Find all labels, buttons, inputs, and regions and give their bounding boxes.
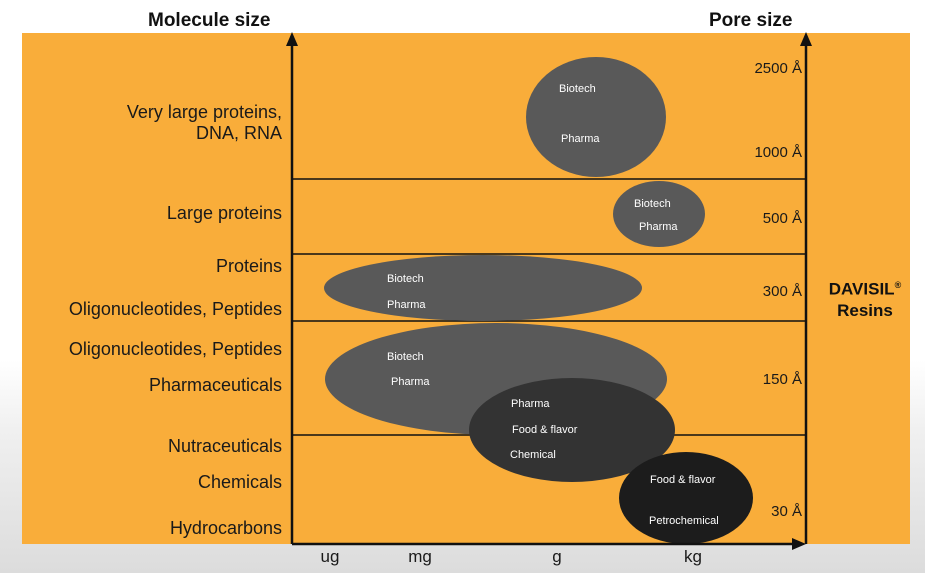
brand-registered-mark: ® <box>894 280 902 290</box>
ellipse-label: Biotech <box>387 273 424 285</box>
ellipse-label: Food & flavor <box>650 474 716 486</box>
x-tick-mg: mg <box>408 547 432 566</box>
label-proteins: Proteins <box>215 256 282 276</box>
ellipse-label: Pharma <box>561 133 600 145</box>
label-pharmaceuticals: Pharmaceuticals <box>148 375 282 395</box>
ellipse-very-large-proteins <box>526 57 666 177</box>
label-very-large-proteins: Very large proteins, DNA, RNA <box>126 102 282 143</box>
x-axis-arrow-icon <box>792 538 806 550</box>
right-axis-arrow-icon <box>800 32 812 46</box>
label-oligonucleotides-peptides-lower: Oligonucleotides, Peptides <box>68 339 282 359</box>
ellipse-proteins <box>324 255 642 321</box>
molecule-size-header: Molecule size <box>148 10 271 31</box>
label-oligonucleotides-peptides-upper: Oligonucleotides, Peptides <box>68 299 282 319</box>
x-tick-ug: ug <box>320 547 340 566</box>
ellipse-label: Pharma <box>639 221 678 233</box>
left-axis-arrow-icon <box>286 32 298 46</box>
ellipse-label: Petrochemical <box>649 515 719 527</box>
ellipse-label: Pharma <box>391 376 430 388</box>
ellipse-label: Pharma <box>387 299 426 311</box>
x-tick-kg: kg <box>684 547 702 566</box>
label-chemicals: Chemicals <box>197 472 282 492</box>
x-tick-g: g <box>552 547 562 566</box>
ellipse-label: Pharma <box>511 398 550 410</box>
pore-1000: 1000 Å <box>754 144 802 161</box>
pore-300: 300 Å <box>762 283 802 300</box>
pore-500: 500 Å <box>762 210 802 227</box>
ellipse-label: Food & flavor <box>512 424 578 436</box>
ellipse-label: Biotech <box>559 83 596 95</box>
label-hydrocarbons: Hydrocarbons <box>169 518 282 538</box>
pore-150: 150 Å <box>762 371 802 388</box>
label-large-proteins: Large proteins <box>166 203 282 223</box>
ellipse-label: Biotech <box>387 351 424 363</box>
ellipse-large-proteins <box>613 181 705 247</box>
pore-2500: 2500 Å <box>754 60 802 77</box>
pore-size-header: Pore size <box>709 10 793 31</box>
ellipse-label: Chemical <box>510 449 556 461</box>
ellipse-chemicals <box>619 452 753 544</box>
label-nutraceuticals: Nutraceuticals <box>167 436 282 456</box>
pore-30: 30 Å <box>771 503 802 520</box>
brand-line2: Resins <box>837 300 893 320</box>
ellipse-label: Biotech <box>634 198 671 210</box>
ellipse-nutraceuticals <box>469 378 675 482</box>
brand-name: DAVISIL <box>828 279 895 299</box>
davisil-resins-brand: DAVISIL® Resins <box>815 275 915 321</box>
